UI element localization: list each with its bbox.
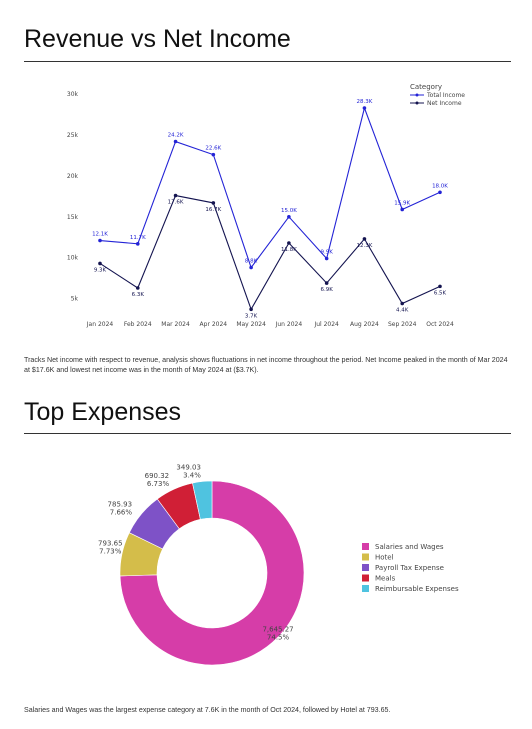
data-label: 12.3K — [357, 243, 373, 249]
data-point — [362, 106, 367, 110]
expenses-section-title: Top Expenses — [24, 398, 182, 426]
x-tick-label: Jun 2024 — [275, 321, 303, 328]
data-point — [249, 265, 253, 270]
series-line-net-income — [99, 194, 441, 311]
y-tick-label: 15k — [67, 214, 79, 221]
x-tick-label: May 2024 — [236, 321, 266, 328]
legend-label: Reimbursable Expenses — [375, 585, 459, 593]
donut-slice-salaries-and-wages — [119, 480, 305, 666]
x-tick-label: Feb 2024 — [124, 321, 152, 328]
data-label: 24.2K — [168, 133, 184, 139]
y-tick-label: 5k — [71, 296, 79, 303]
data-point — [287, 241, 291, 245]
data-point — [173, 193, 178, 198]
donut-slice-reimbursable-expenses — [192, 480, 213, 520]
x-tick-label: Jan 2024 — [86, 321, 114, 328]
y-tick-label: 30k — [67, 91, 79, 98]
data-point — [135, 242, 140, 246]
data-point — [400, 207, 405, 212]
data-point — [438, 190, 442, 195]
legend-title: Category — [410, 83, 442, 91]
legend-swatch — [362, 585, 369, 592]
data-point — [362, 237, 367, 241]
legend-marker — [415, 101, 419, 105]
data-label: 16.7K — [205, 207, 221, 213]
data-point — [324, 256, 329, 261]
expenses-description: Salaries and Wages was the largest expen… — [24, 706, 391, 714]
legend-swatch — [362, 564, 369, 571]
data-label: 8.8K — [245, 259, 258, 265]
legend-label: Net Income — [427, 100, 462, 107]
legend-label: Meals — [375, 575, 396, 583]
x-tick-label: Mar 2024 — [161, 321, 190, 328]
slice-pct-label: 74.5% — [267, 633, 290, 641]
data-label: 15.9K — [394, 200, 410, 206]
data-label: 28.3K — [357, 99, 373, 105]
legend-swatch — [362, 574, 369, 582]
data-point — [135, 286, 140, 290]
data-point — [98, 238, 102, 243]
legend-label: Salaries and Wages — [375, 543, 444, 551]
data-label: 22.6K — [205, 146, 221, 152]
revenue-section-title: Revenue vs Net Income — [24, 25, 291, 53]
data-point — [249, 307, 253, 312]
data-point — [400, 301, 405, 306]
slice-value-label: 690.32 — [145, 472, 170, 480]
data-label: 4.4K — [396, 308, 409, 314]
revenue-section-divider — [24, 61, 511, 62]
data-point — [98, 261, 102, 266]
data-label: 17.6K — [168, 200, 184, 206]
data-label: 12.1K — [92, 232, 108, 238]
data-point — [211, 152, 216, 157]
x-tick-label: Aug 2024 — [350, 321, 379, 328]
expenses-section-divider — [24, 433, 511, 434]
slice-value-label: 785.93 — [108, 500, 132, 508]
slice-pct-label: 7.66% — [110, 508, 133, 516]
series-line-total-income — [99, 106, 441, 269]
slice-value-label: 349.03 — [176, 464, 201, 472]
data-label: 18.0K — [432, 183, 448, 189]
revenue-description: Tracks Net income with respect to revenu… — [24, 356, 508, 374]
legend-label: Total Income — [426, 92, 465, 99]
slice-value-label: 793.65 — [98, 539, 123, 547]
legend-label: Payroll Tax Expense — [375, 564, 444, 572]
data-label: 11.7K — [130, 235, 146, 241]
data-point — [211, 201, 216, 205]
legend-swatch — [362, 543, 369, 550]
data-label: 3.7K — [245, 313, 258, 319]
slice-pct-label: 3.4% — [183, 472, 201, 480]
slice-pct-label: 6.73% — [147, 480, 170, 488]
slice-pct-label: 7.73% — [99, 547, 122, 555]
x-tick-label: Oct 2024 — [426, 321, 454, 328]
data-label: 15.0K — [281, 208, 297, 214]
data-label: 11.8K — [281, 247, 297, 253]
data-label: 6.9K — [320, 287, 333, 293]
data-point — [287, 215, 291, 219]
y-tick-label: 10k — [67, 255, 79, 262]
x-tick-label: Sep 2024 — [388, 321, 417, 328]
y-tick-label: 20k — [67, 173, 79, 180]
revenue-line-chart: 5k 10k 15k 20k 25k 30k Jan 2024 Feb 2024 Mar 202… — [67, 83, 465, 328]
legend-swatch — [362, 553, 369, 561]
x-tick-label: Apr 2024 — [200, 321, 228, 328]
data-point — [438, 284, 442, 289]
y-tick-label: 25k — [67, 132, 79, 139]
data-label: 6.3K — [132, 292, 145, 298]
data-point — [173, 139, 178, 144]
slice-value-label: 7,645.27 — [262, 625, 293, 633]
legend-label: Hotel — [375, 554, 394, 562]
data-label: 6.5K — [434, 290, 447, 296]
data-point — [324, 281, 329, 285]
data-label: 9.9K — [320, 250, 333, 256]
data-label: 9.3K — [94, 267, 107, 273]
x-tick-label: Jul 2024 — [313, 321, 339, 328]
legend-marker — [415, 93, 419, 97]
